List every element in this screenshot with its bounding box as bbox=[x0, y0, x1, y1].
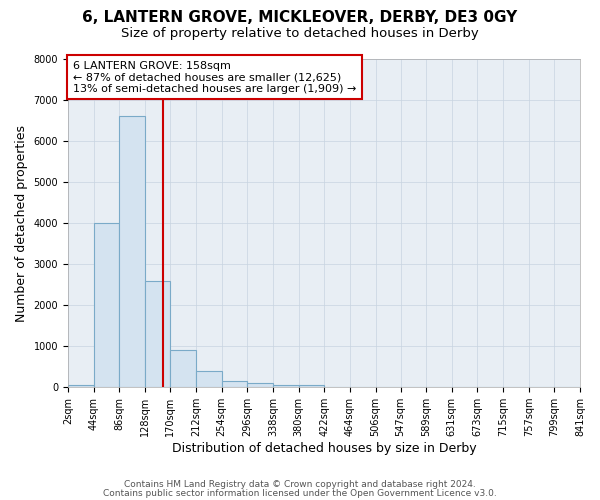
Bar bbox=[145, 280, 170, 387]
Y-axis label: Number of detached properties: Number of detached properties bbox=[15, 124, 28, 322]
Text: Size of property relative to detached houses in Derby: Size of property relative to detached ho… bbox=[121, 28, 479, 40]
Bar bbox=[119, 116, 145, 387]
Text: 6 LANTERN GROVE: 158sqm
← 87% of detached houses are smaller (12,625)
13% of sem: 6 LANTERN GROVE: 158sqm ← 87% of detache… bbox=[73, 60, 356, 94]
Bar bbox=[222, 381, 247, 387]
Bar bbox=[68, 385, 94, 387]
Bar bbox=[247, 383, 273, 387]
Text: Contains HM Land Registry data © Crown copyright and database right 2024.: Contains HM Land Registry data © Crown c… bbox=[124, 480, 476, 489]
Text: Contains public sector information licensed under the Open Government Licence v3: Contains public sector information licen… bbox=[103, 488, 497, 498]
Bar bbox=[94, 223, 119, 387]
Bar bbox=[170, 350, 196, 387]
Bar bbox=[273, 385, 299, 387]
Bar bbox=[196, 371, 222, 387]
X-axis label: Distribution of detached houses by size in Derby: Distribution of detached houses by size … bbox=[172, 442, 476, 455]
Bar bbox=[299, 385, 324, 387]
Text: 6, LANTERN GROVE, MICKLEOVER, DERBY, DE3 0GY: 6, LANTERN GROVE, MICKLEOVER, DERBY, DE3… bbox=[82, 10, 518, 25]
